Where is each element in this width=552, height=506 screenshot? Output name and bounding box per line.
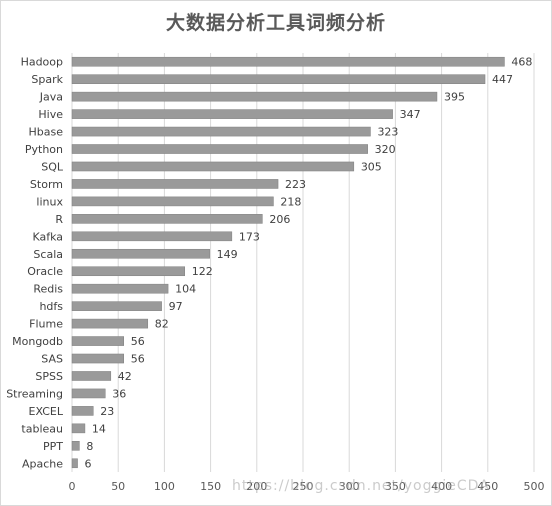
- category-label: Flume: [29, 318, 63, 331]
- watermark: https://blog.csdn.net/yoggieCDA: [232, 478, 490, 494]
- bar: [71, 318, 149, 329]
- data-label: 14: [92, 422, 106, 435]
- category-label: Java: [39, 91, 63, 104]
- data-label: 97: [169, 300, 183, 313]
- category-label: SAS: [41, 353, 63, 366]
- data-label: 6: [85, 457, 92, 470]
- bars: [71, 56, 505, 469]
- x-tick-label: 100: [154, 480, 175, 493]
- data-label: 149: [217, 248, 238, 261]
- x-tick-label: 400: [431, 480, 452, 493]
- category-label: Apache: [22, 457, 63, 470]
- bar: [71, 248, 210, 259]
- bar: [71, 126, 371, 137]
- bar: [71, 74, 486, 84]
- data-label: 82: [155, 318, 169, 331]
- x-tick-label: 500: [524, 480, 545, 493]
- data-label: 56: [131, 335, 145, 348]
- data-label: 122: [192, 265, 213, 278]
- data-label: 8: [86, 440, 93, 453]
- category-label: Storm: [30, 178, 63, 191]
- category-label: Hbase: [29, 126, 64, 139]
- bar: [71, 406, 94, 416]
- x-tick-label: 150: [200, 480, 221, 493]
- data-label: 56: [131, 353, 145, 366]
- x-tick-label: 250: [293, 480, 314, 493]
- category-label: Redis: [33, 283, 63, 296]
- bar: [71, 371, 112, 381]
- category-label: Hive: [38, 108, 63, 121]
- data-label: 395: [444, 91, 465, 104]
- data-label: 305: [361, 160, 382, 173]
- bar: [71, 179, 279, 189]
- category-label: Scala: [33, 248, 63, 261]
- data-label: 223: [285, 178, 306, 191]
- category-label: Mongodb: [12, 335, 63, 348]
- category-label: SPSS: [35, 370, 63, 383]
- x-tick-label: 450: [477, 480, 498, 493]
- bar: [71, 214, 263, 224]
- data-label: 323: [377, 126, 398, 139]
- category-label: tableau: [21, 422, 63, 435]
- data-label: 206: [269, 213, 290, 226]
- bar: [71, 109, 393, 119]
- data-label: 468: [511, 56, 532, 69]
- chart-title: 大数据分析工具词频分析: [165, 12, 386, 34]
- bar: [71, 353, 124, 364]
- category-label: linux: [36, 195, 63, 208]
- bar: [71, 388, 106, 399]
- gridlines: [71, 53, 535, 472]
- data-label: 347: [400, 108, 421, 121]
- x-tick-label: 350: [385, 480, 406, 493]
- category-label: SQL: [41, 160, 64, 173]
- bar: [71, 423, 86, 434]
- bar: [71, 91, 438, 102]
- category-label: Python: [25, 143, 63, 156]
- category-label: EXCEL: [29, 405, 64, 418]
- category-label: R: [55, 213, 63, 226]
- data-label: 104: [175, 283, 196, 296]
- bar: [71, 283, 169, 294]
- data-label: 447: [492, 73, 513, 86]
- data-label: 173: [239, 230, 260, 243]
- category-label: Oracle: [27, 265, 63, 278]
- category-label: Kafka: [32, 230, 63, 243]
- bar: [71, 336, 124, 346]
- category-label: Spark: [31, 73, 63, 86]
- labels: 0 50 100 150 200 250 300 350 400 450 500 Hadoop 468 S…: [6, 56, 544, 493]
- bar: [71, 266, 185, 277]
- x-tick-label: 300: [339, 480, 360, 493]
- data-label: 42: [118, 370, 132, 383]
- bar: [71, 144, 368, 154]
- category-label: Hadoop: [21, 56, 63, 69]
- data-label: 218: [280, 195, 301, 208]
- data-label: 320: [375, 143, 396, 156]
- category-label: PPT: [43, 440, 63, 453]
- data-label: 36: [112, 387, 126, 400]
- data-label: 23: [100, 405, 114, 418]
- bar: [71, 231, 233, 242]
- bar: [71, 196, 274, 207]
- category-label: Streaming: [6, 387, 63, 400]
- bar: [71, 161, 355, 172]
- bar: [71, 441, 80, 451]
- x-tick-label: 50: [111, 480, 125, 493]
- bar: [71, 458, 78, 469]
- bar: [71, 56, 505, 67]
- category-label: hdfs: [39, 300, 63, 313]
- x-tick-label: 0: [69, 480, 76, 493]
- x-tick-label: 200: [246, 480, 267, 493]
- bar: [71, 301, 162, 311]
